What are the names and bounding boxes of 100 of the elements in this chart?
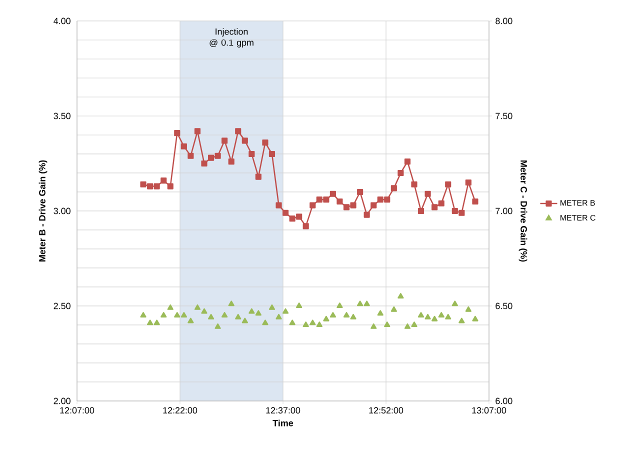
point — [276, 314, 282, 320]
point — [472, 198, 478, 205]
point — [296, 302, 302, 308]
point — [188, 318, 194, 324]
point — [432, 204, 438, 210]
point — [255, 310, 262, 316]
point — [242, 318, 248, 324]
point — [248, 150, 255, 158]
point — [282, 308, 289, 314]
point — [208, 154, 214, 161]
point — [310, 202, 316, 208]
point — [465, 306, 472, 312]
point — [398, 170, 404, 176]
point — [235, 314, 242, 320]
point — [438, 200, 444, 206]
point — [336, 198, 343, 205]
x-tick-label: 12:22:00 — [163, 407, 198, 414]
point — [343, 204, 350, 210]
point — [404, 323, 411, 329]
point — [174, 130, 180, 136]
point — [160, 312, 167, 318]
point — [370, 323, 377, 329]
point — [235, 128, 242, 134]
point — [458, 318, 465, 324]
point — [208, 314, 214, 320]
point — [411, 322, 418, 328]
point — [201, 308, 208, 314]
y-axis-title: Meter B - Drive Gain (%) — [38, 160, 48, 262]
point — [364, 300, 370, 306]
point — [357, 300, 364, 306]
x-tick-label: 12:07:00 — [60, 407, 94, 414]
point — [228, 158, 234, 165]
y2-tick-label: 6.00 — [496, 398, 512, 404]
point — [445, 314, 452, 320]
point — [465, 179, 472, 186]
point — [424, 190, 431, 197]
point — [154, 183, 160, 190]
point — [377, 196, 384, 203]
point — [310, 320, 316, 326]
point — [424, 314, 431, 320]
point — [248, 308, 255, 314]
point — [336, 302, 343, 308]
point — [167, 304, 174, 310]
point — [384, 196, 390, 203]
point — [262, 320, 268, 326]
point — [431, 316, 438, 322]
point — [188, 152, 194, 159]
point — [194, 304, 201, 310]
x-tick-label: 12:52:00 — [369, 407, 404, 414]
y2-tick-label: 8.00 — [496, 18, 512, 24]
y-tick-label: 3.00 — [54, 208, 70, 214]
point — [228, 300, 234, 306]
point — [180, 312, 187, 318]
x-axis-title: Time — [272, 420, 294, 426]
point — [289, 216, 296, 222]
point — [343, 312, 350, 318]
point — [323, 196, 330, 203]
point — [296, 214, 302, 220]
y-tick-label: 2.50 — [54, 302, 70, 310]
point — [282, 210, 289, 216]
y2-axis-title: Meter C - Drive Gain (%) — [518, 160, 528, 262]
point — [377, 310, 384, 316]
point — [289, 320, 296, 326]
point — [154, 320, 160, 326]
point — [276, 202, 282, 208]
point — [140, 181, 146, 188]
point — [214, 152, 221, 159]
x-tick-label: 12:37:00 — [266, 407, 300, 414]
point — [174, 312, 180, 318]
point — [180, 143, 187, 150]
point — [214, 323, 221, 329]
point — [370, 202, 377, 208]
point — [262, 140, 268, 146]
y2-tick-label: 6.50 — [496, 302, 512, 310]
point — [364, 212, 370, 218]
y-tick-label: 4.00 — [54, 18, 70, 24]
point — [438, 312, 444, 318]
point — [268, 304, 276, 310]
point — [323, 316, 330, 322]
y-tick-label: 2.00 — [54, 398, 70, 404]
point — [167, 183, 174, 190]
point — [330, 190, 336, 197]
point — [302, 322, 309, 328]
point — [140, 312, 146, 318]
y2-tick-label: 7.00 — [496, 208, 512, 214]
point — [242, 138, 248, 144]
point — [384, 322, 390, 328]
point — [390, 185, 397, 192]
point — [472, 316, 478, 322]
point — [404, 158, 411, 165]
point — [357, 188, 364, 196]
point — [398, 293, 404, 299]
point — [390, 306, 397, 312]
point — [458, 210, 465, 216]
point — [418, 208, 424, 214]
band-label: Injection @ 0.1 gpm — [210, 28, 254, 48]
point — [221, 312, 228, 318]
point — [302, 223, 309, 230]
point — [316, 322, 322, 328]
point — [350, 202, 356, 208]
